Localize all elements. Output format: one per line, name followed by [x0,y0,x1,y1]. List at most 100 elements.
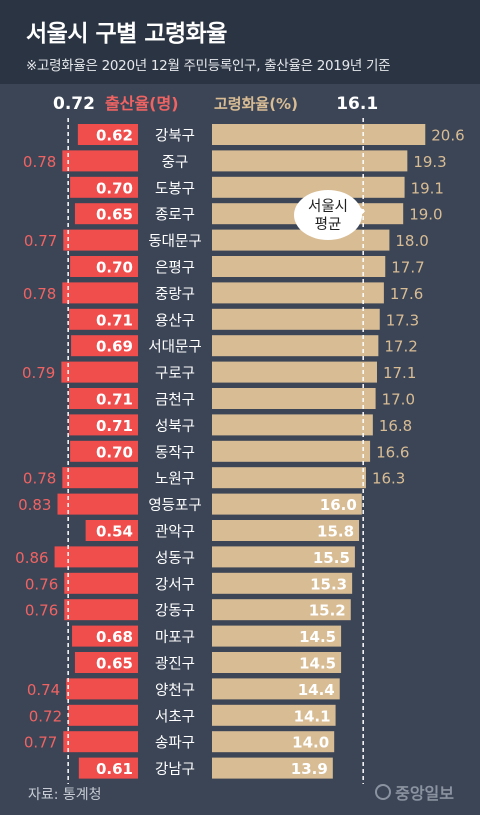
aging-value-label: 17.0 [382,391,415,409]
district-label: 금천구 [155,392,195,409]
birth-bar [62,150,139,172]
birth-legend-label: 출산율(명) [105,94,179,113]
district-label: 강남구 [155,761,195,778]
aging-value-label: 15.5 [313,549,350,567]
aging-value-label: 19.3 [413,153,446,171]
birth-value-label: 0.61 [96,760,133,778]
district-label: 마포구 [155,629,195,646]
birth-bar [70,440,138,462]
aging-value-label: 15.2 [309,602,346,620]
birth-value-label: 0.78 [23,470,56,488]
aging-bar [212,308,380,330]
district-label: 광진구 [155,656,195,673]
aging-bar [212,493,362,515]
birth-value-label: 0.70 [96,259,133,277]
aging-value-label: 20.6 [431,127,464,145]
aging-value-label: 14.0 [292,734,329,752]
birth-bar [61,361,139,383]
aging-bar [212,150,408,172]
district-label: 성동구 [155,550,195,567]
district-label: 노원구 [155,471,195,488]
birth-value-label: 0.76 [25,575,58,593]
birth-bar [54,546,138,568]
average-callout-pointer [356,205,366,221]
birth-value-label: 0.79 [22,364,55,382]
aging-bar [212,467,366,489]
publisher-logo: 중앙일보 [375,780,454,804]
aging-bar [212,625,342,647]
aging-legend-label: 고령화율(%) [214,95,298,113]
district-label: 종로구 [155,208,195,224]
aging-value-label: 18.0 [395,232,428,250]
aging-bar [212,335,379,357]
aging-value-label: 17.2 [384,338,417,356]
chart-subtitle: ※고령화율은 2020년 12월 주민등록인구, 출산율은 2019년 기준 [26,58,391,74]
birth-bar [70,176,138,198]
average-callout-bubble [294,190,362,240]
birth-value-label: 0.78 [23,285,56,303]
birth-bar [63,229,139,251]
aging-bar [212,546,355,568]
aging-value-label: 17.1 [383,364,416,382]
birth-value-label: 0.71 [96,391,133,409]
birth-value-label: 0.70 [96,179,133,197]
district-label: 용산구 [155,312,195,329]
aging-value-label: 14.5 [299,628,336,646]
aging-bar [212,520,360,541]
birth-bar [72,625,138,647]
district-label: 강동구 [155,603,195,620]
birth-bar [62,467,139,489]
aging-bar [212,282,384,304]
birth-average-value: 0.72 [53,94,95,114]
birth-value-label: 0.77 [24,232,57,250]
aging-bar [212,124,426,145]
district-label: 강서구 [155,576,195,593]
district-label: 서대문구 [148,339,201,356]
district-label: 동작구 [155,444,195,461]
district-label: 도봉구 [155,180,195,197]
birth-bar [77,124,138,145]
birth-value-label: 0.62 [96,127,133,145]
aging-bar [212,652,342,673]
birth-value-label: 0.78 [23,153,56,171]
aging-value-label: 14.5 [299,655,336,673]
birth-bar [85,520,138,541]
source-note: 자료: 통계청 [28,787,102,803]
aging-bar [212,678,340,700]
aging-bar [212,704,336,726]
aging-value-label: 17.6 [390,285,423,303]
aging-value-label: 17.7 [391,259,424,277]
birth-value-label: 0.72 [29,707,62,725]
birth-value-label: 0.77 [24,734,57,752]
aging-bar [212,361,377,383]
birth-bar [66,678,138,700]
birth-bar [70,256,138,277]
aging-average-value: 16.1 [336,94,378,114]
aging-bar [212,176,405,198]
aging-bar [212,731,335,753]
birth-bar [64,599,138,621]
average-callout-line1: 서울시 [308,198,348,215]
aging-bar [212,440,371,462]
brand-name: 중앙일보 [395,784,454,803]
district-label: 양천구 [155,682,195,699]
birth-value-label: 0.70 [96,443,133,461]
district-label: 서초구 [155,708,195,725]
brand-circle-icon [375,784,392,800]
district-label: 중랑구 [155,286,195,303]
birth-value-label: 0.86 [15,549,48,567]
aging-value-label: 16.0 [320,496,357,514]
birth-bar [78,757,138,779]
birth-value-label: 0.65 [96,655,133,673]
birth-bar [64,572,138,594]
district-label: 관악구 [155,524,195,541]
district-label: 성북구 [155,418,195,435]
district-label: 강북구 [155,128,195,145]
aging-bar [212,757,333,779]
district-label: 동대문구 [148,233,201,250]
aging-value-label: 19.0 [409,206,442,224]
aging-value-label: 16.6 [376,443,409,461]
aging-value-label: 14.1 [294,707,331,725]
birth-bar [57,493,138,515]
